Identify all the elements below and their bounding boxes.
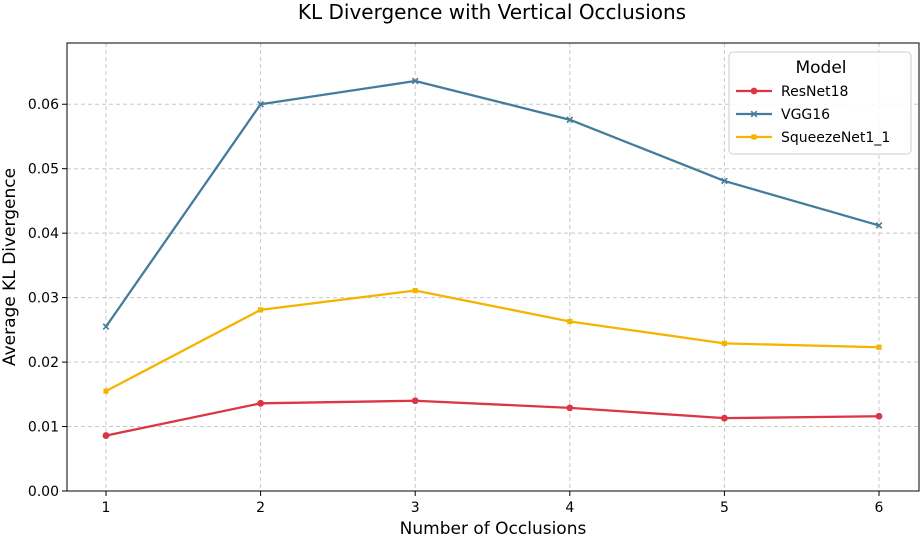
series-line [105, 289, 880, 393]
series-line [105, 79, 880, 328]
y-tick-label: 0.00 [28, 484, 59, 500]
data-point [875, 222, 883, 229]
x-tick-label: 4 [565, 500, 574, 516]
data-point [721, 414, 728, 422]
y-tick-label: 0.03 [28, 291, 59, 307]
y-tick-label: 0.01 [28, 420, 59, 436]
legend-title: Model [795, 58, 846, 78]
series-line [105, 399, 880, 437]
y-tick-label: 0.06 [28, 97, 59, 113]
data-point [258, 307, 264, 313]
data-point [876, 344, 882, 350]
data-point [412, 287, 418, 294]
data-point [411, 77, 419, 85]
data-point [102, 432, 110, 439]
x-tick-label: 5 [720, 500, 729, 516]
legend-label: ResNet18 [781, 84, 848, 100]
series-layer [102, 77, 883, 439]
x-tick-label: 3 [411, 500, 420, 516]
chart-title: KL Divergence with Vertical Occlusions [298, 0, 686, 24]
data-point [257, 100, 264, 108]
data-point [411, 397, 419, 405]
plot-frame [66, 42, 920, 492]
x-tick-label: 6 [875, 500, 884, 516]
legend-item: VGG16 [736, 107, 830, 123]
x-tick-label: 2 [256, 500, 265, 516]
data-point [566, 404, 574, 412]
legend-items: ResNet18 VGG16 SqueezeNet1_1 [736, 84, 890, 146]
data-point [566, 116, 574, 124]
y-tick-label: 0.04 [28, 226, 59, 242]
data-point [567, 318, 573, 325]
legend-label: VGG16 [781, 107, 830, 123]
data-point [102, 323, 110, 330]
x-tick-label: 1 [102, 500, 111, 516]
data-point [721, 340, 727, 346]
y-tick-label: 0.02 [28, 355, 59, 371]
legend-item: ResNet18 [736, 84, 848, 100]
data-point [103, 388, 109, 394]
legend: Model ResNet18 VGG16 SqueezeNet1_1 [728, 51, 912, 155]
legend-label: SqueezeNet1_1 [781, 130, 890, 146]
legend-marker [750, 110, 758, 118]
series-squeezenet1-1 [103, 287, 882, 394]
data-point [257, 399, 264, 407]
legend-item: SqueezeNet1_1 [736, 130, 890, 146]
legend-marker [750, 87, 758, 95]
legend-box [728, 51, 912, 155]
y-tick-label: 0.05 [28, 162, 59, 178]
x-axis-ticks: 1 2 3 4 5 6 [102, 491, 884, 516]
y-axis-ticks: 0.00 0.01 0.02 0.03 0.04 0.05 0.06 [28, 97, 67, 500]
data-point [875, 412, 883, 420]
x-axis-label: Number of Occlusions [400, 519, 587, 536]
data-point [721, 177, 728, 185]
series-resnet18 [102, 397, 883, 439]
y-axis-label: Average KL Divergence [0, 168, 20, 366]
legend-marker [751, 134, 757, 140]
series-vgg16 [102, 77, 883, 330]
